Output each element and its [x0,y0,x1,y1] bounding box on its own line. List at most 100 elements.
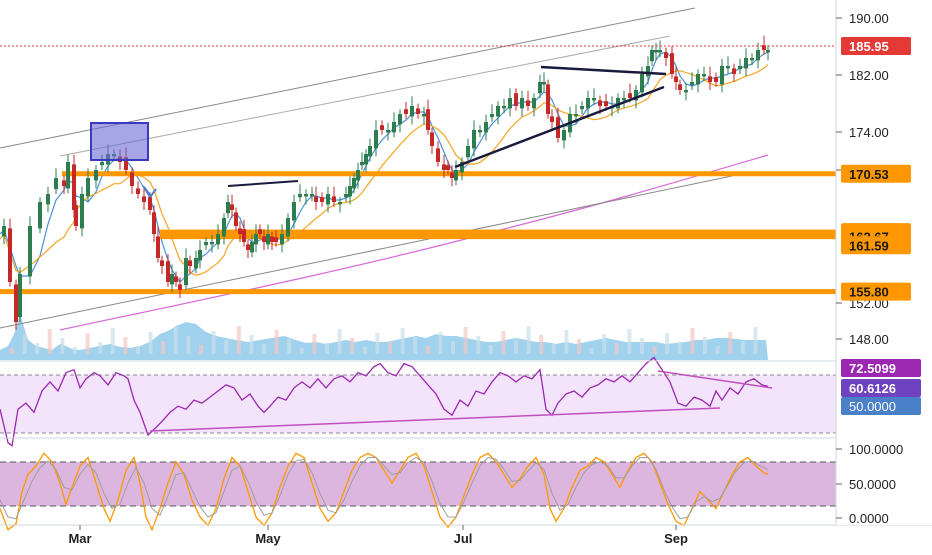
candle-body [188,260,192,266]
volume-bar [10,348,14,354]
level-line [160,234,836,240]
candle-body [344,194,348,198]
triangle-bottom-line[interactable] [454,85,665,169]
time-tick-label: Jul [454,531,473,546]
rsi-series [0,356,769,447]
volume-bar [728,332,733,354]
candle-body [262,236,266,242]
stoch-tick-label: 50.0000 [849,477,896,492]
last-price-badge-label: 185.95 [849,39,889,54]
candle-body [356,170,360,181]
level-line [160,229,836,235]
candle-body [142,196,146,202]
volume-bar [123,337,128,354]
rsi-badge-label: 72.5099 [849,361,896,376]
highlight-box[interactable] [90,122,149,161]
volume-bar [526,326,531,354]
candle-body [292,202,296,221]
candle-body [86,178,90,197]
candle-body [216,234,220,245]
triangle-top-line[interactable] [540,65,667,76]
ma-fast-line [0,51,769,283]
volume-bar [148,332,153,354]
volume-bar [60,338,65,354]
candle-body [678,84,682,90]
price-scale[interactable] [836,0,932,525]
volume-bar [740,341,745,354]
volume-bar [438,332,443,354]
candle-body [702,74,706,77]
candle-body [178,284,182,290]
candle-body [426,109,430,130]
rsi-line [0,356,769,447]
volume-bar [388,342,392,354]
candle-body [650,50,654,62]
candle-body [720,66,724,85]
volume-bar [224,340,229,354]
candle-body [410,106,414,117]
price-tick-label: 174.00 [849,125,889,140]
time-tick-label: Mar [68,531,91,546]
rsi-badge-label: 60.6126 [849,381,896,396]
candle-body [484,122,488,133]
candle-body [538,82,542,94]
candle-body [198,250,202,261]
candle-body [542,82,546,85]
candle-body [380,125,384,130]
candle-body [750,58,754,61]
rsi-overbought-oversold-band [0,375,836,433]
candle-body [580,106,584,110]
candle-body [332,196,336,202]
candle-body [574,114,578,117]
level-badge-label: 155.80 [849,285,889,300]
rsi-badge [841,379,921,397]
level-line [62,171,836,177]
candle-body [646,66,650,77]
candle-body [326,194,330,205]
candle-body [174,276,178,282]
candle-body [46,194,50,205]
candle-body [38,202,42,229]
level-badge-label: 170.53 [849,167,889,182]
level-badge [841,164,911,183]
candle-body [628,93,632,98]
candle-body [124,157,128,170]
volume-bar [186,336,191,354]
candle-body [18,274,22,318]
volume-bar [413,337,418,354]
candle-body [616,98,620,109]
volume-bar [274,330,279,354]
candle-body [654,50,658,53]
volume-bar [262,344,266,354]
candle-body [72,164,76,210]
candle-body [14,284,18,322]
candle-body [286,218,290,237]
candle-body [338,202,342,205]
candle-body [210,242,214,245]
rsi-divergence-line[interactable] [657,370,773,389]
level-line [0,289,836,295]
candle-body [658,50,662,53]
candle-body [80,194,84,229]
time-axis[interactable]: Mar May Jul Sep [68,525,688,546]
rsi-support-line[interactable] [149,407,721,432]
candle-body [454,170,458,181]
candle-body [502,106,506,109]
volume-bar [690,328,695,354]
volume-bar [602,334,607,354]
volume-bar [627,329,632,354]
volume-bar [614,343,619,354]
candle-body [766,50,770,53]
volume-bar [425,346,430,354]
volume-bar [199,345,203,354]
candle-body [298,194,302,198]
candle-body [184,258,188,286]
volume-bar [161,341,166,354]
resistance-trendline[interactable] [227,180,299,187]
candle-body [280,234,284,245]
volume-bar [400,328,405,354]
volume-bar [350,338,355,354]
time-tick-label: Sep [664,531,688,546]
volume-bar [375,333,380,354]
